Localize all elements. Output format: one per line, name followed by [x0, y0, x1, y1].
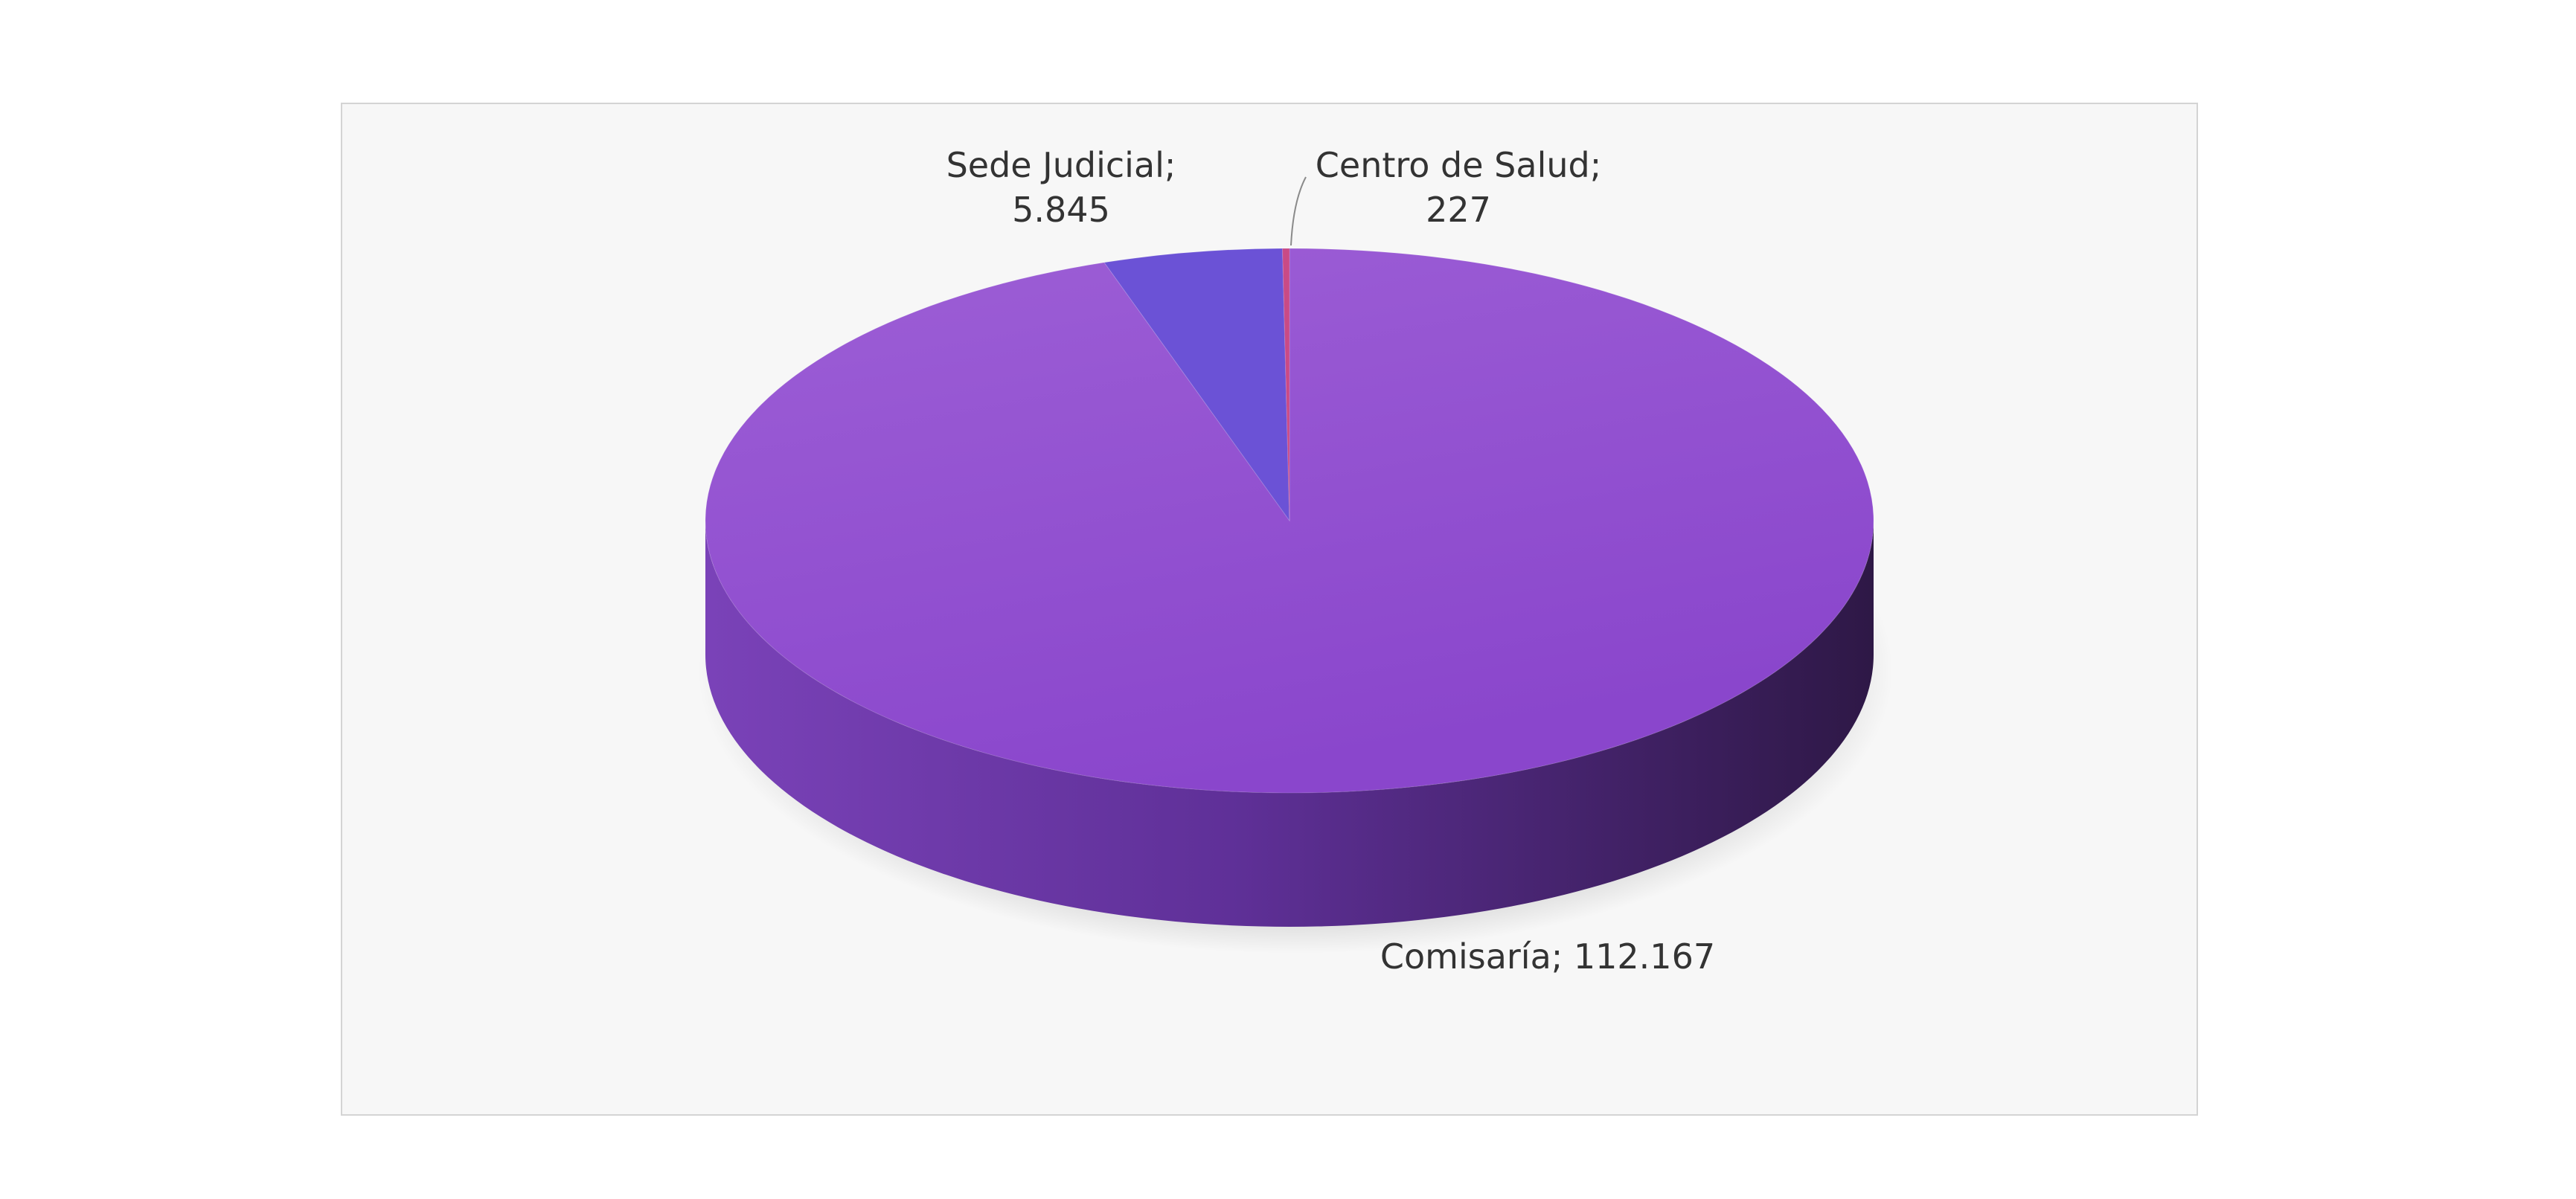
- pie-side-wall: [705, 521, 1874, 927]
- label-sede-judicial-name: Sede Judicial;: [946, 145, 1176, 185]
- label-sede-judicial-value: 5.845: [1012, 190, 1110, 230]
- label-centro-de-salud-name: Centro de Salud;: [1316, 145, 1601, 185]
- label-comisaria: Comisaría; 112.167: [1380, 936, 1715, 977]
- label-centro-de-salud-value: 227: [1426, 190, 1491, 230]
- pie-slice-comisaria: [705, 248, 1874, 794]
- label-centro-de-salud-leader: [1290, 176, 1307, 246]
- pie-slice-sede-judicial: [1103, 248, 1290, 522]
- pie-slice-centro-de-salud: [1282, 248, 1290, 521]
